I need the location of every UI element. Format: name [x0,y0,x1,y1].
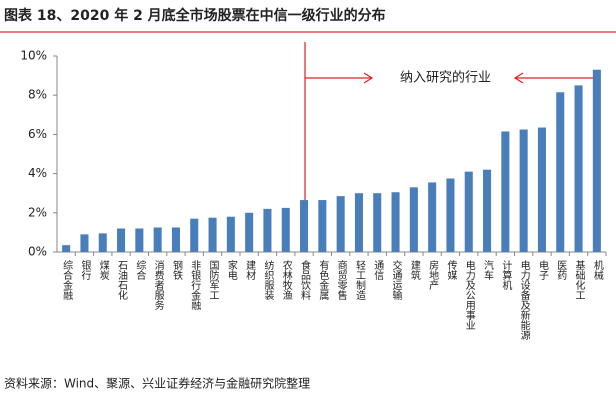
x-tick-label: 通信 [372,260,384,281]
bar [80,234,89,252]
arrow-head [513,72,524,84]
x-tick-label: 基础化工 [573,259,585,300]
bar [391,192,400,252]
bar [300,200,309,252]
x-tick-label: 家电 [225,259,237,280]
x-tick-label: 传媒 [445,260,457,281]
bar [226,216,235,252]
x-tick-label: 计算机 [500,259,512,291]
chart-title: 图表 18、2020 年 2 月底全市场股票在中信一级行业的分布 [4,7,386,24]
x-tick-label: 综合金融 [61,259,73,301]
x-tick-label: 商贸零售 [335,259,347,301]
bar [263,208,272,252]
bar [409,187,418,252]
bar [373,193,382,252]
bar [354,193,363,252]
bar [592,69,601,252]
bar [208,217,217,252]
x-tick-label: 非银行金融 [189,260,201,311]
x-tick-label: 钢铁 [170,259,182,281]
y-tick-label: 2% [28,205,47,219]
bar [483,169,492,252]
x-tick-label: 汽车 [482,259,494,281]
x-tick-label: 医药 [555,260,567,281]
x-tick-label: 电力设备及新能源 [518,259,530,341]
bar [171,227,180,252]
x-tick-label: 电子 [536,259,548,280]
x-tick-label: 房地产 [427,259,439,291]
x-tick-label: 综合 [134,259,146,281]
source-note: 资料来源：Wind、聚源、兴业证券经济与金融研究院整理 [4,376,310,391]
y-tick-label: 6% [28,127,47,141]
bar [153,227,162,252]
bar [190,218,199,252]
bar [318,200,327,252]
bar [62,245,71,252]
x-tick-label: 纺织服装 [262,259,274,301]
bar [537,127,546,252]
arrow-head [363,72,374,84]
bar [336,196,345,252]
bar [135,228,144,252]
x-tick-label: 有色金属 [317,259,329,301]
x-tick-label: 建筑 [408,259,420,280]
x-tick-label: 银行 [79,259,91,281]
x-tick-label: 石油石化 [116,260,128,300]
bar [519,129,528,252]
bar [501,131,510,252]
bar [556,92,565,252]
y-tick-label: 0% [28,245,47,259]
bar [446,178,455,252]
bar [281,207,290,252]
x-tick-label: 消费者服务 [152,259,164,311]
bar [428,182,437,252]
bar [117,228,126,252]
x-tick-label: 交通运输 [390,259,402,301]
x-tick-label: 农林牧渔 [280,259,292,301]
x-tick-label: 食品饮料 [299,259,311,301]
bar [245,212,254,252]
x-tick-label: 建材 [244,259,256,280]
x-tick-label: 轻工制造 [353,259,365,300]
x-tick-label: 国防军工 [207,260,219,300]
y-tick-label: 8% [28,88,47,102]
x-tick-label: 电力及公用事业 [463,259,475,330]
bar [464,171,473,252]
annotation: 纳入研究的行业 [400,70,491,86]
x-tick-label: 机械 [591,259,603,281]
x-tick-label: 煤炭 [97,259,109,281]
y-tick-label: 4% [28,166,47,180]
bar [98,233,107,252]
bar [574,85,583,253]
y-tick-label: 10% [20,49,47,63]
